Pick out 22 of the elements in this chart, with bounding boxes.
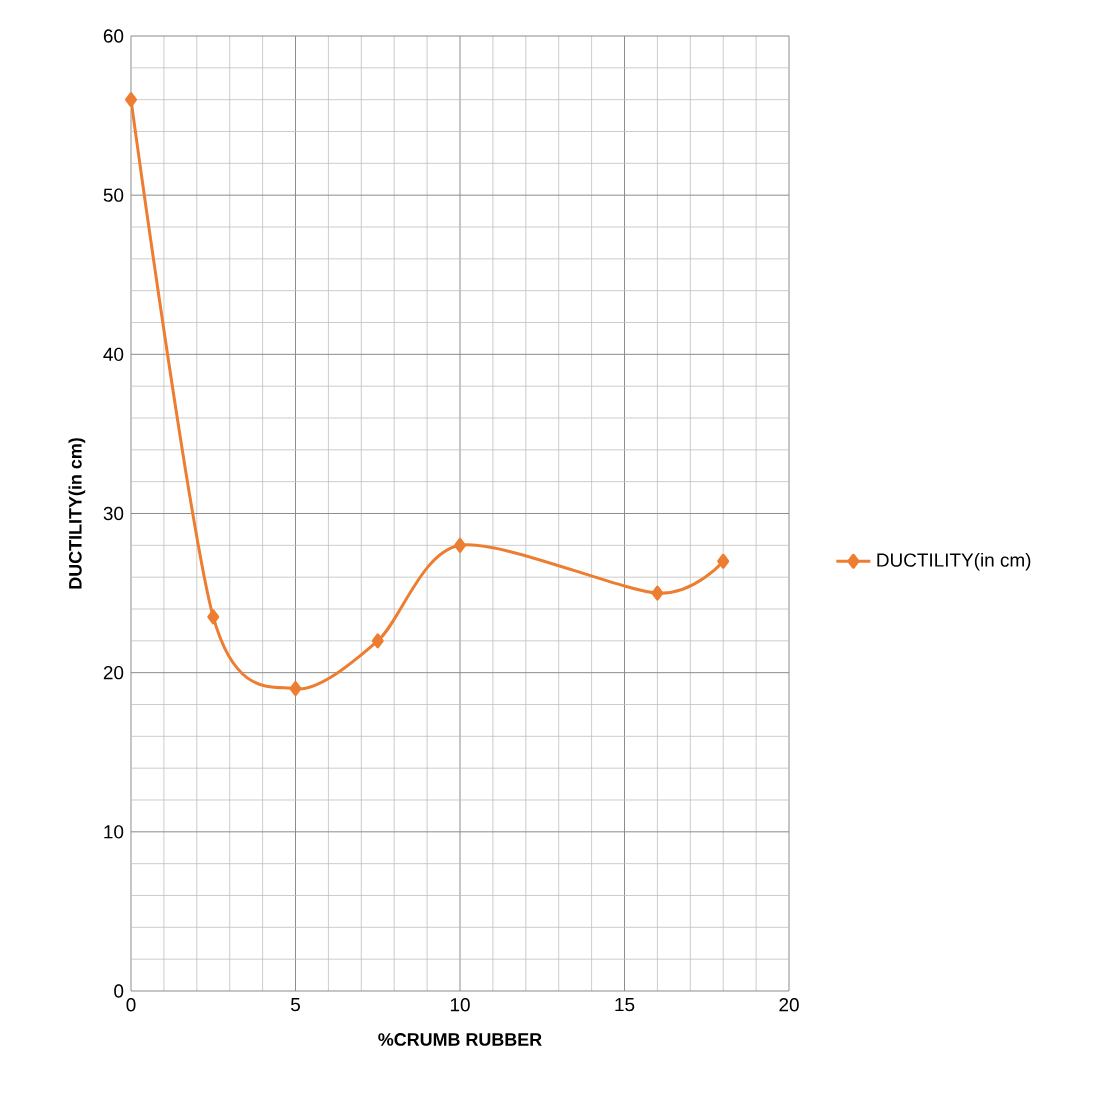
x-tick-label: 5 — [290, 998, 300, 1012]
y-tick-label: 0 — [114, 984, 124, 998]
legend-label: DUCTILITY(in cm) — [877, 552, 1031, 571]
y-tick-label: 10 — [104, 825, 124, 839]
y-tick-label: 40 — [103, 347, 124, 362]
y-tick-label: 60 — [103, 29, 124, 43]
x-axis-title: %CRUMB RUBBER — [378, 1033, 542, 1046]
point — [371, 633, 384, 649]
y-tick-label: 50 — [103, 188, 124, 202]
y-tick-label: 20 — [103, 665, 124, 680]
x-tick-label: 20 — [779, 998, 799, 1012]
point — [454, 537, 467, 553]
point — [289, 681, 302, 697]
point — [717, 553, 730, 569]
x-tick-label: 0 — [126, 998, 136, 1012]
y-axis-title: DUCTILITY(in cm) — [68, 438, 86, 589]
y-tick-label: 30 — [103, 506, 124, 521]
point — [207, 609, 220, 625]
point — [125, 92, 137, 108]
x-tick-label: 15 — [615, 998, 635, 1012]
x-tick-label: 10 — [450, 998, 470, 1012]
point — [651, 585, 664, 601]
